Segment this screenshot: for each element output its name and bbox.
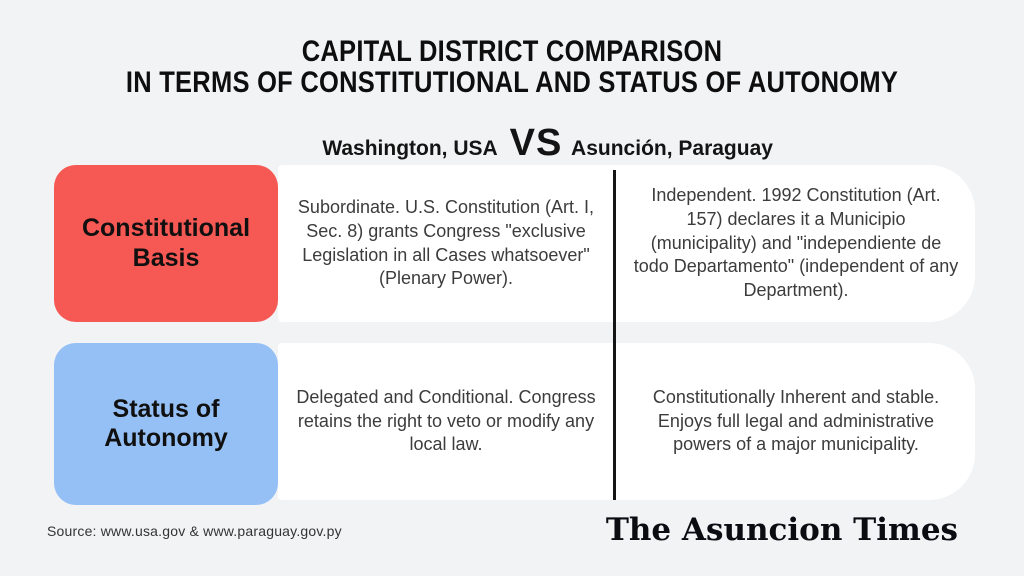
cell-text: Independent. 1992 Constitution (Art. 157… [633,185,959,301]
newspaper-masthead: The Asuncion Times [605,512,958,548]
row-label-box-constitutional: Constitutional Basis [54,165,278,322]
cell-washington-autonomy: Delegated and Conditional. Congress reta… [282,343,610,500]
cell-text: Constitutionally Inherent and stable. En… [652,386,940,455]
column-header-washington: Washington, USA [322,137,498,160]
title-line-2: IN TERMS OF CONSTITUTIONAL AND STATUS OF… [125,66,899,99]
row-label-box-autonomy: Status of Autonomy [54,343,278,505]
column-header-asuncion: Asunción, Paraguay [571,137,773,160]
cell-text: Delegated and Conditional. Congress reta… [296,386,596,455]
cell-asuncion-constitutional: Independent. 1992 Constitution (Art. 157… [620,165,972,322]
cell-asuncion-autonomy: Constitutionally Inherent and stable. En… [620,343,972,500]
page-title: CAPITAL DISTRICT COMPARISON IN TERMS OF … [0,36,1024,98]
row-card-autonomy [278,343,975,500]
cell-washington-constitutional: Subordinate. U.S. Constitution (Art. I, … [282,165,610,322]
row-card-constitutional [278,165,975,322]
row-label-constitutional: Constitutional Basis [81,214,251,272]
row-label-autonomy: Status of Autonomy [104,394,228,453]
title-line-1: CAPITAL DISTRICT COMPARISON [301,35,723,68]
source-citation: Source: www.usa.gov & www.paraguay.gov.p… [47,523,342,539]
cell-text: Subordinate. U.S. Constitution (Art. I, … [297,197,595,289]
vs-label: VS [509,122,563,164]
column-divider [613,170,616,500]
